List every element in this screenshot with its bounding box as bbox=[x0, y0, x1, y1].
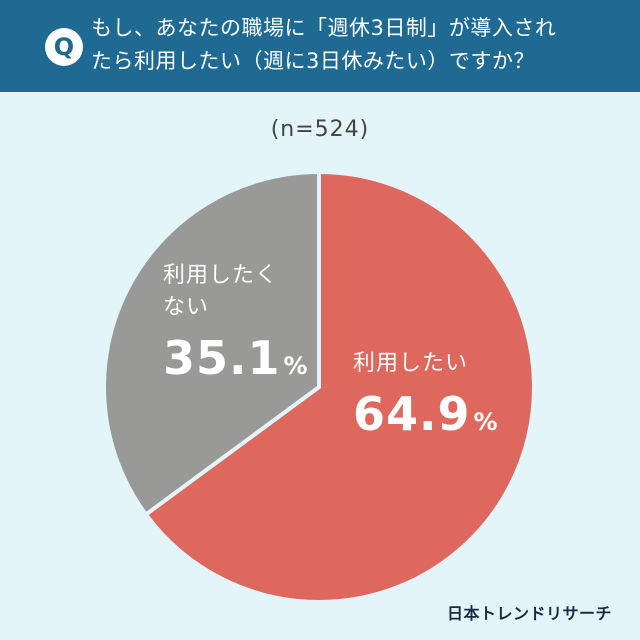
percent-unit: % bbox=[473, 408, 499, 436]
label-want-name: 利用したい bbox=[353, 351, 469, 376]
label-want-percent: 64.9% bbox=[353, 386, 513, 450]
pie-slice-1 bbox=[102, 170, 321, 517]
question-line-2: たら利用したい（週に3日休みたい）ですか？ bbox=[91, 49, 535, 73]
label-want: 利用したい 64.9% bbox=[353, 348, 513, 450]
brand-logo: 日本トレンドリサーチ bbox=[446, 604, 612, 623]
label-not-want-name-1: 利用したく bbox=[163, 263, 279, 288]
question-text: もし、あなたの職場に「週休3日制」が導入され たら利用したい（週に3日休みたい）… bbox=[91, 12, 556, 78]
label-not-want: 利用したく ない 35.1% bbox=[163, 260, 313, 394]
percent-value: 35.1 bbox=[163, 331, 281, 385]
sample-size: (n=524) bbox=[270, 117, 370, 142]
question-line-1: もし、あなたの職場に「週休3日制」が導入され bbox=[91, 16, 557, 40]
pie-slice-0 bbox=[143, 170, 536, 604]
percent-value: 64.9 bbox=[353, 387, 471, 441]
q-badge-icon: Q bbox=[45, 28, 83, 66]
label-not-want-name-2: ない bbox=[163, 295, 210, 320]
percent-unit: % bbox=[283, 352, 309, 380]
question-header: Q もし、あなたの職場に「週休3日制」が導入され たら利用したい（週に3日休みた… bbox=[0, 0, 640, 92]
label-not-want-percent: 35.1% bbox=[163, 330, 313, 394]
